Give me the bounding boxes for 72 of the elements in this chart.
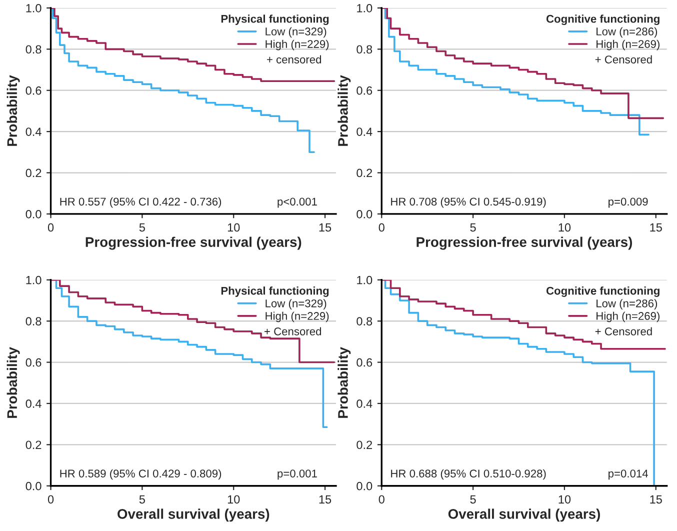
y-tick-label: 0.0 <box>26 210 42 218</box>
y-tick-label: 0.4 <box>356 400 372 408</box>
annotation: HR 0.708 (95% CI 0.545-0.919) <box>391 197 546 208</box>
y-tick-label: 0.8 <box>26 317 42 326</box>
annotation: p<0.001 <box>278 198 317 208</box>
annotation: + censored <box>266 55 322 64</box>
legend-title: Physical functioning <box>221 286 329 297</box>
y-tick-label: 1.0 <box>26 4 42 12</box>
x-tick-label: 15 <box>650 495 662 504</box>
y-tick-label: 0.0 <box>356 482 372 490</box>
legend-title: Cognitive functioning <box>546 286 660 297</box>
legend-title: Physical functioning <box>221 14 329 26</box>
y-tick-label: 0.8 <box>26 45 42 54</box>
x-tick-label: 15 <box>319 495 332 504</box>
y-tick-label: 0.2 <box>26 440 42 450</box>
x-tick-label: 5 <box>139 223 145 232</box>
y-tick-label: 0.2 <box>356 440 372 450</box>
y-tick-label: 1.0 <box>357 4 372 12</box>
legend-label: High (n=229) <box>266 40 329 50</box>
x-tick-label: 0 <box>48 495 54 504</box>
x-tick-label: 5 <box>470 223 476 232</box>
x-axis-title: Progression-free survival (years) <box>416 236 632 250</box>
y-tick-label: 0.4 <box>356 128 372 136</box>
x-tick-label: 0 <box>48 223 54 232</box>
annotation: HR 0.688 (95% CI 0.510-0.928) <box>391 469 546 480</box>
legend-label: Low (n=286) <box>596 299 658 310</box>
y-axis-title: Probability <box>338 347 351 418</box>
x-tick-label: 0 <box>378 223 384 232</box>
legend-label: High (n=269) <box>596 312 660 322</box>
y-tick-label: 0.8 <box>356 45 372 54</box>
legend-label: Low (n=329) <box>266 27 326 38</box>
y-tick-label: 0.2 <box>26 168 42 178</box>
annotation: + Censored <box>264 327 322 336</box>
legend-label: Low (n=329) <box>266 299 326 310</box>
y-axis-title: Probability <box>6 347 20 418</box>
x-axis-title: Progression-free survival (years) <box>86 236 302 250</box>
legend-label: Low (n=286) <box>596 27 658 38</box>
annotation: p=0.009 <box>608 198 648 208</box>
annotation: + Censored <box>595 55 652 64</box>
y-axis-title: Probability <box>338 75 351 146</box>
x-tick-label: 15 <box>319 223 332 232</box>
legend-label: High (n=229) <box>266 312 329 322</box>
x-axis-title: Overall survival (years) <box>448 508 600 522</box>
x-tick-label: 10 <box>558 223 571 232</box>
annotation: HR 0.589 (95% CI 0.429 - 0.809) <box>60 469 222 480</box>
y-tick-label: 1.0 <box>357 276 372 284</box>
x-tick-label: 0 <box>378 495 384 504</box>
x-tick-label: 5 <box>470 495 476 504</box>
x-axis-title: Overall survival (years) <box>118 508 270 522</box>
y-tick-label: 0.8 <box>356 317 372 326</box>
y-tick-label: 0.6 <box>26 358 42 367</box>
y-tick-label: 0.4 <box>26 128 42 136</box>
annotation: p=0.001 <box>278 470 317 480</box>
y-tick-label: 0.0 <box>356 210 372 218</box>
x-tick-label: 5 <box>139 495 145 504</box>
x-tick-label: 10 <box>228 495 240 504</box>
annotation: + Censored <box>595 327 652 336</box>
x-tick-label: 10 <box>228 223 240 232</box>
x-tick-label: 10 <box>558 495 571 504</box>
annotation: HR 0.557 (95% CI 0.422 - 0.736) <box>60 197 222 208</box>
annotation: p=0.014 <box>608 470 648 480</box>
legend-label: High (n=269) <box>596 40 660 50</box>
y-tick-label: 0.6 <box>26 86 42 95</box>
y-tick-label: 0.6 <box>356 358 372 367</box>
y-tick-label: 0.4 <box>26 400 42 408</box>
legend-title: Cognitive functioning <box>546 14 660 26</box>
y-tick-label: 0.2 <box>356 168 372 178</box>
y-tick-label: 1.0 <box>26 276 42 284</box>
y-axis-title: Probability <box>6 75 20 146</box>
y-tick-label: 0.6 <box>356 86 372 95</box>
y-tick-label: 0.0 <box>26 482 42 490</box>
x-tick-label: 15 <box>650 223 662 232</box>
